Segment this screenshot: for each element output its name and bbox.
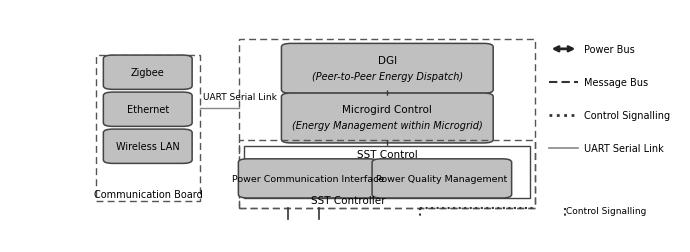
Text: Wireless LAN: Wireless LAN (116, 142, 179, 152)
FancyBboxPatch shape (372, 159, 512, 198)
FancyBboxPatch shape (238, 159, 378, 198)
Text: SST Control: SST Control (357, 150, 417, 160)
Text: Power Communication Interface: Power Communication Interface (232, 174, 384, 183)
Text: SST Controller: SST Controller (311, 195, 386, 205)
Text: Ethernet: Ethernet (127, 105, 169, 115)
FancyBboxPatch shape (104, 56, 192, 90)
Text: Microgird Control: Microgird Control (342, 105, 432, 115)
Text: Control Signalling: Control Signalling (584, 111, 670, 121)
Text: UART Serial Link: UART Serial Link (203, 93, 277, 102)
Text: Control Signalling: Control Signalling (566, 206, 647, 215)
FancyBboxPatch shape (104, 93, 192, 127)
Text: (Peer-to-Peer Energy Dispatch): (Peer-to-Peer Energy Dispatch) (312, 71, 463, 81)
Text: Message Bus: Message Bus (584, 78, 648, 88)
FancyBboxPatch shape (282, 44, 493, 94)
Text: UART Serial Link: UART Serial Link (584, 144, 663, 153)
Text: DGI: DGI (377, 55, 397, 65)
Text: Power Bus: Power Bus (584, 45, 634, 55)
Text: (Energy Management within Microgrid): (Energy Management within Microgrid) (292, 121, 483, 131)
FancyBboxPatch shape (282, 94, 493, 143)
Text: Communication Board: Communication Board (94, 189, 202, 199)
Text: Power Quality Management: Power Quality Management (376, 174, 507, 183)
Text: Zigbee: Zigbee (131, 68, 165, 78)
FancyBboxPatch shape (104, 130, 192, 164)
